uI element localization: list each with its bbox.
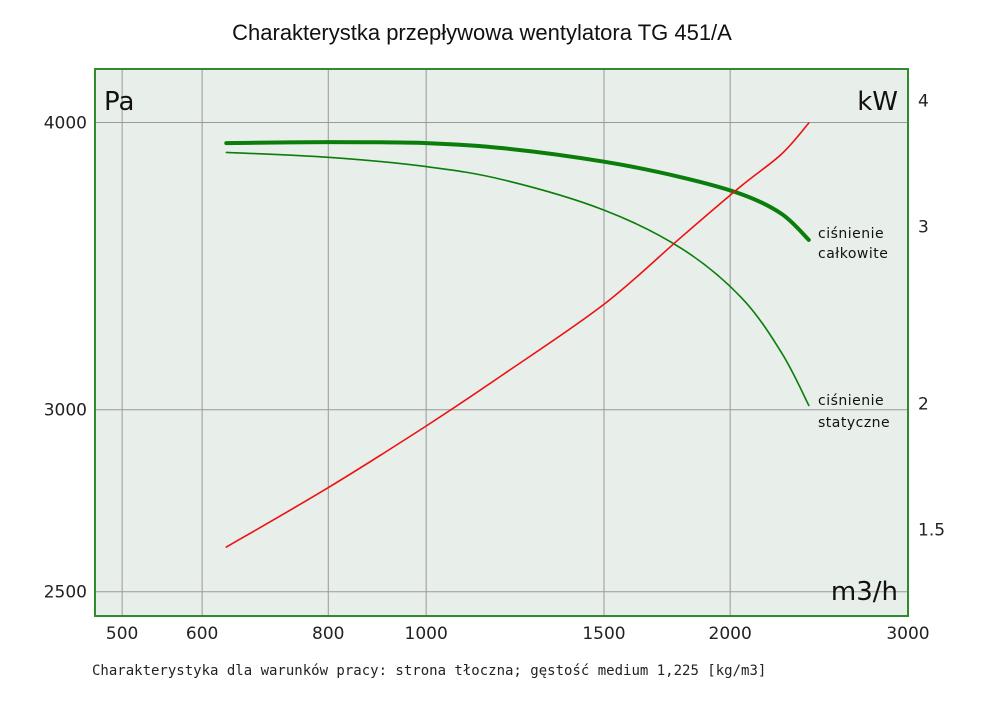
chart-footnote: Charakterystyka dla warunków pracy: stro… [92, 663, 766, 679]
y-tick-labels: 4000 3000 2500 [44, 113, 87, 602]
y2-tick-label: 2 [918, 395, 929, 415]
x-tick-label: 2000 [709, 624, 752, 644]
y2-tick-label: 3 [918, 217, 929, 237]
x-tick-label: 600 [186, 624, 218, 644]
y-tick-label: 2500 [44, 583, 87, 603]
x-tick-label: 500 [106, 624, 138, 644]
y-axis-unit-label: Pa [104, 87, 134, 117]
y-tick-label: 3000 [44, 401, 87, 421]
plot-frame [94, 68, 909, 617]
legend-total-pressure-line2: całkowite [818, 246, 888, 262]
y2-axis-unit-label: kW [857, 87, 898, 117]
y2-tick-labels: 4 3 2 1.5 [918, 92, 945, 541]
y2-tick-label: 4 [918, 92, 929, 112]
plot-area [95, 69, 908, 616]
legend-total-pressure-line1: ciśnienie [818, 226, 884, 242]
x-axis-unit-label: m3/h [831, 577, 898, 607]
legend-static-pressure-line2: statyczne [818, 415, 890, 431]
y2-tick-label: 1.5 [918, 520, 945, 540]
grid [95, 69, 908, 616]
y-tick-label: 4000 [44, 113, 87, 133]
x-tick-labels: 500 600 800 1000 1500 2000 3000 [106, 624, 930, 644]
x-tick-label: 3000 [886, 624, 929, 644]
series-group [224, 122, 811, 548]
legend-static-pressure-line1: ciśnienie [818, 393, 884, 409]
power-curve [225, 122, 810, 548]
static-pressure-curve [225, 151, 810, 407]
total-pressure-curve [224, 140, 811, 242]
x-tick-label: 1000 [405, 624, 448, 644]
x-tick-label: 1500 [582, 624, 625, 644]
x-tick-label: 800 [312, 624, 344, 644]
chart-title: Charakterystka przepływowa wentylatora T… [232, 20, 732, 45]
